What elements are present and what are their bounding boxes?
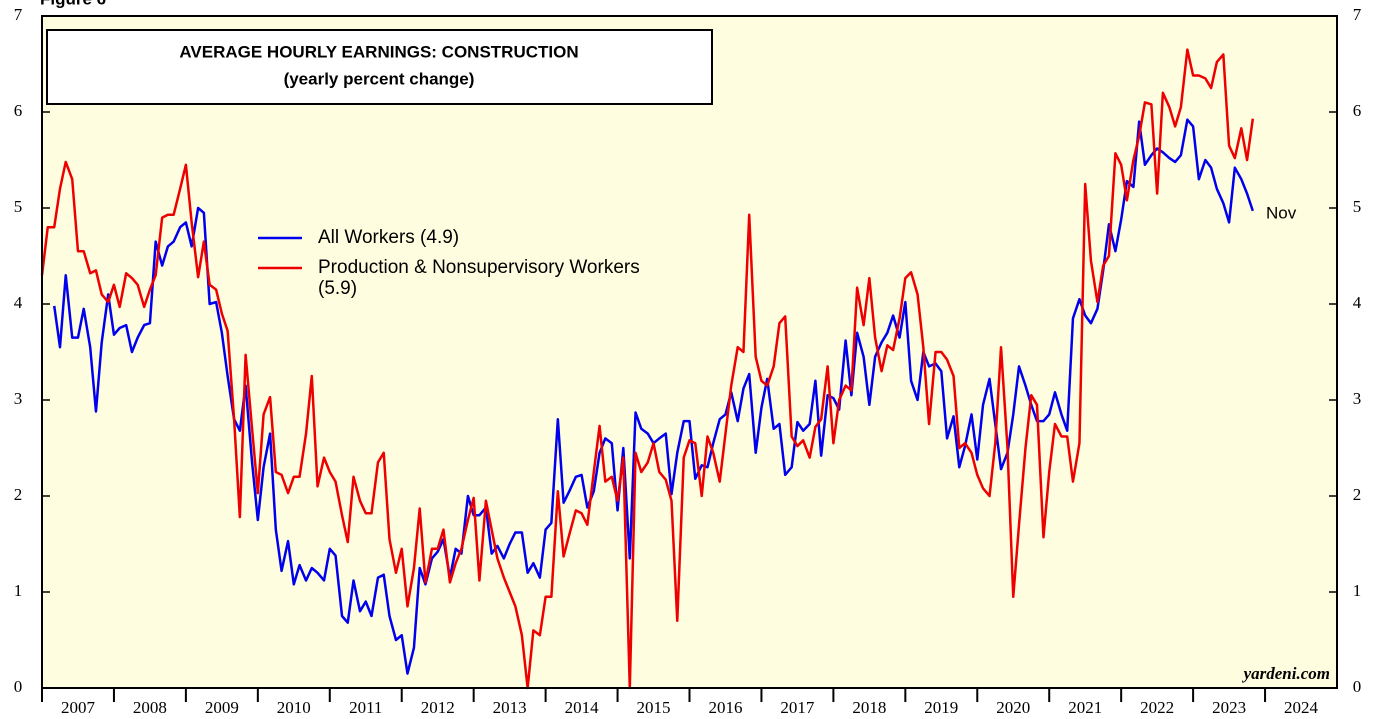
x-tick-label: 2014 bbox=[565, 698, 600, 717]
x-tick-label: 2022 bbox=[1140, 698, 1174, 717]
y-tick-label-right: 3 bbox=[1353, 389, 1362, 408]
y-tick-label-right: 4 bbox=[1353, 293, 1362, 312]
y-tick-label-right: 7 bbox=[1353, 5, 1362, 24]
title-box bbox=[46, 29, 713, 105]
x-tick-label: 2019 bbox=[924, 698, 958, 717]
y-tick-label: 1 bbox=[14, 581, 23, 600]
y-tick-label: 3 bbox=[14, 389, 23, 408]
watermark: yardeni.com bbox=[1242, 664, 1330, 683]
x-tick-label: 2007 bbox=[61, 698, 96, 717]
y-tick-label: 5 bbox=[14, 197, 23, 216]
x-tick-label: 2010 bbox=[277, 698, 311, 717]
legend-label: Production & Nonsupervisory Workers (5.9… bbox=[318, 257, 640, 299]
x-tick-label: 2012 bbox=[421, 698, 455, 717]
x-tick-label: 2013 bbox=[493, 698, 527, 717]
plot-frame bbox=[41, 15, 1338, 689]
legend-label: All Workers (4.9) bbox=[318, 227, 460, 248]
chart-subtitle: (yearly percent change) bbox=[284, 69, 475, 88]
x-tick-label: 2017 bbox=[780, 698, 815, 717]
x-tick-label: 2009 bbox=[205, 698, 239, 717]
y-tick-label: 6 bbox=[14, 101, 23, 120]
y-tick-label: 2 bbox=[14, 485, 23, 504]
figure-label: Figure 6 bbox=[40, 0, 106, 8]
x-tick-label: 2016 bbox=[708, 698, 742, 717]
y-tick-label-right: 1 bbox=[1353, 581, 1362, 600]
y-tick-label: 0 bbox=[14, 677, 23, 696]
chart-title: AVERAGE HOURLY EARNINGS: CONSTRUCTION bbox=[179, 42, 578, 61]
x-tick-label: 2020 bbox=[996, 698, 1030, 717]
series-line bbox=[40, 48, 1255, 690]
x-tick-label: 2008 bbox=[133, 698, 167, 717]
x-tick-label: 2018 bbox=[852, 698, 886, 717]
y-tick-label: 4 bbox=[14, 293, 23, 312]
x-tick-label: 2023 bbox=[1212, 698, 1246, 717]
y-tick-label-right: 6 bbox=[1353, 101, 1362, 120]
plot-area bbox=[42, 16, 1337, 688]
y-tick-label-right: 0 bbox=[1353, 677, 1362, 696]
x-tick-label: 2021 bbox=[1068, 698, 1102, 717]
x-tick-label: 2015 bbox=[637, 698, 671, 717]
x-tick-label: 2011 bbox=[349, 698, 382, 717]
y-tick-label: 7 bbox=[14, 5, 23, 24]
x-tick-label: 2024 bbox=[1284, 698, 1319, 717]
y-tick-label-right: 5 bbox=[1353, 197, 1362, 216]
annotation: Nov bbox=[1266, 203, 1297, 222]
y-tick-label-right: 2 bbox=[1353, 485, 1362, 504]
